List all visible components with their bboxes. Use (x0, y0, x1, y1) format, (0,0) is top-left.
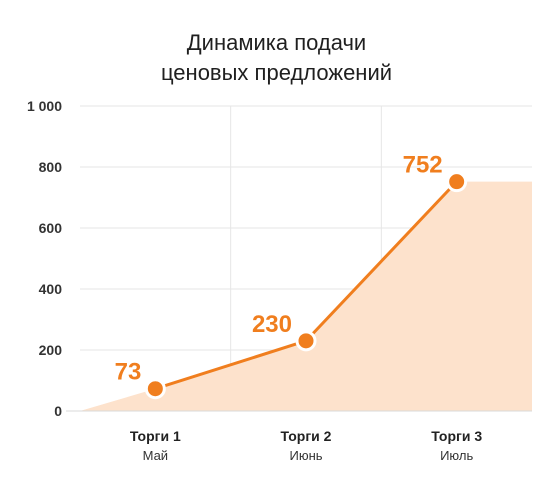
chart-title-line-2: ценовых предложений (160, 60, 393, 85)
y-tick-label: 600 (39, 220, 63, 236)
data-point (295, 330, 317, 352)
data-point (144, 378, 166, 400)
y-tick-label: 800 (39, 159, 63, 175)
y-tick-label: 1 000 (27, 98, 62, 114)
x-subcategory-label: Июнь (289, 448, 322, 463)
chart-title: Динамика подачи ценовых предложений (0, 28, 553, 88)
data-label: 752 (403, 152, 443, 179)
area-fill (80, 181, 532, 411)
x-category-label: Торги 2 (281, 428, 332, 444)
y-tick-label: 200 (39, 342, 63, 358)
x-subcategory-label: Июль (440, 448, 473, 463)
data-label: 73 (115, 359, 142, 386)
chart-title-line-1: Динамика подачи (186, 30, 367, 55)
y-tick-label: 0 (54, 403, 62, 419)
data-point (446, 171, 468, 193)
data-label: 230 (252, 311, 292, 338)
x-category-label: Торги 1 (130, 428, 181, 444)
x-category-label: Торги 3 (431, 428, 482, 444)
x-subcategory-label: Май (143, 448, 168, 463)
y-tick-label: 400 (39, 281, 63, 297)
